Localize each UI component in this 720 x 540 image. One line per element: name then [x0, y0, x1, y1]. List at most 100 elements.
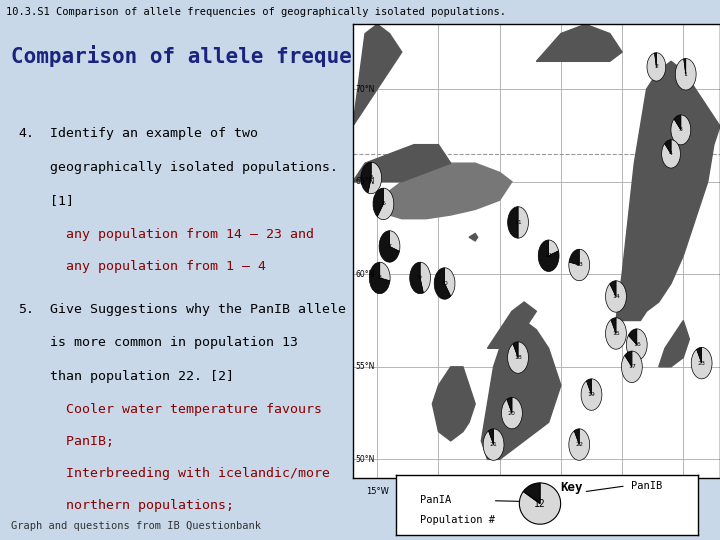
Text: geographically isolated populations.: geographically isolated populations. [50, 161, 338, 174]
Text: is more common in population 13: is more common in population 13 [50, 336, 298, 349]
Text: 22: 22 [575, 442, 583, 447]
Polygon shape [536, 24, 622, 62]
Wedge shape [508, 342, 528, 373]
Wedge shape [390, 231, 400, 251]
Wedge shape [691, 347, 712, 379]
Text: any population from 1 – 4: any population from 1 – 4 [50, 260, 266, 273]
Wedge shape [369, 262, 390, 294]
Wedge shape [569, 249, 579, 265]
Text: PanIB;: PanIB; [50, 435, 114, 448]
Wedge shape [518, 207, 528, 238]
Polygon shape [353, 24, 402, 126]
Polygon shape [487, 302, 536, 348]
Text: Give Suggestions why the PanIB allele: Give Suggestions why the PanIB allele [50, 303, 346, 316]
Text: 5.: 5. [18, 303, 34, 316]
Wedge shape [410, 262, 423, 294]
Text: Identify an example of two: Identify an example of two [50, 127, 258, 140]
Wedge shape [611, 318, 616, 334]
Text: Cooler water temperature favours: Cooler water temperature favours [50, 403, 323, 416]
Text: 11: 11 [514, 220, 522, 225]
Text: PanIB: PanIB [631, 481, 662, 491]
Text: 65°N: 65°N [355, 177, 374, 186]
Text: 16: 16 [633, 342, 641, 347]
Wedge shape [368, 162, 382, 194]
Text: any population from 14 – 23 and: any population from 14 – 23 and [50, 228, 315, 241]
Text: Interbreeding with icelandic/more: Interbreeding with icelandic/more [50, 467, 330, 480]
Text: 23: 23 [698, 361, 706, 366]
Polygon shape [432, 367, 475, 441]
Text: 18: 18 [514, 355, 522, 360]
Wedge shape [483, 429, 504, 460]
Text: 55°N: 55°N [355, 362, 374, 372]
Polygon shape [616, 62, 720, 321]
Wedge shape [606, 281, 626, 312]
Wedge shape [674, 115, 681, 130]
Text: [1]: [1] [50, 194, 74, 207]
Polygon shape [353, 145, 451, 181]
Wedge shape [581, 379, 602, 410]
Wedge shape [665, 140, 671, 154]
Text: 12: 12 [545, 253, 552, 258]
Text: 1: 1 [684, 72, 688, 77]
Text: Population #: Population # [420, 515, 495, 525]
Wedge shape [675, 58, 696, 90]
Text: 12: 12 [534, 498, 546, 509]
Wedge shape [507, 397, 512, 413]
Text: 17: 17 [628, 364, 636, 369]
Text: 10.3.S1 Comparison of allele frequencies of geographically isolated populations.: 10.3.S1 Comparison of allele frequencies… [6, 7, 505, 17]
Wedge shape [379, 231, 400, 262]
Wedge shape [587, 379, 592, 395]
Wedge shape [513, 342, 518, 357]
Wedge shape [420, 262, 431, 293]
Text: 13: 13 [575, 262, 583, 267]
Wedge shape [654, 53, 657, 67]
Wedge shape [361, 162, 372, 193]
Wedge shape [502, 397, 522, 429]
Wedge shape [625, 351, 632, 367]
Wedge shape [647, 53, 666, 81]
Text: 15: 15 [612, 331, 620, 336]
Text: Key: Key [560, 481, 582, 494]
Polygon shape [469, 233, 477, 241]
Wedge shape [610, 281, 616, 296]
Wedge shape [377, 188, 394, 220]
Text: 14: 14 [612, 294, 620, 299]
Wedge shape [434, 268, 451, 299]
Wedge shape [697, 347, 701, 363]
Wedge shape [629, 329, 636, 345]
Text: 6: 6 [382, 201, 385, 206]
Text: 60°N: 60°N [355, 270, 374, 279]
Text: 4.: 4. [18, 127, 34, 140]
Text: PanIA: PanIA [420, 495, 451, 505]
Wedge shape [606, 318, 626, 349]
Wedge shape [662, 140, 680, 168]
Text: northern populations;: northern populations; [50, 500, 235, 512]
Text: 5°E: 5°E [615, 487, 629, 496]
Wedge shape [671, 115, 690, 145]
Polygon shape [377, 163, 512, 219]
Polygon shape [481, 321, 561, 460]
Text: 70°N: 70°N [355, 85, 374, 93]
Text: 9: 9 [418, 275, 422, 280]
Text: Graph and questions from IB Questionbank: Graph and questions from IB Questionbank [11, 521, 261, 531]
Text: 15°W: 15°W [366, 487, 389, 496]
Wedge shape [373, 188, 383, 217]
Text: 21: 21 [490, 442, 498, 447]
Wedge shape [621, 351, 642, 382]
Text: Comparison of allele frequencies: Comparison of allele frequencies [11, 45, 415, 67]
Text: 8: 8 [378, 275, 382, 280]
Wedge shape [549, 240, 559, 256]
Text: 10°E: 10°E [673, 487, 693, 496]
Text: 4: 4 [669, 151, 673, 157]
Text: 20: 20 [508, 410, 516, 416]
Text: 10: 10 [441, 281, 449, 286]
Text: 19: 19 [588, 392, 595, 397]
Wedge shape [519, 483, 561, 524]
Wedge shape [508, 207, 518, 238]
Text: 10°W: 10°W [427, 487, 450, 496]
Text: than population 22. [2]: than population 22. [2] [50, 370, 235, 383]
Wedge shape [523, 483, 540, 503]
Wedge shape [445, 268, 455, 296]
Text: 50°N: 50°N [355, 455, 374, 464]
Wedge shape [626, 329, 647, 360]
